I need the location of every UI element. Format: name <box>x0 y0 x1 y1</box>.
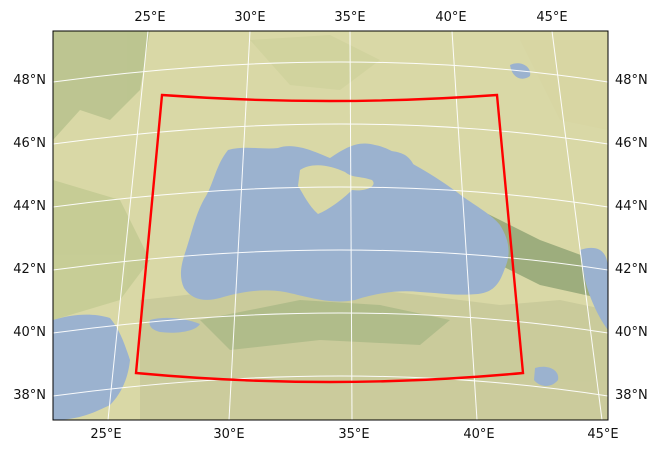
parallel-40n <box>53 312 608 334</box>
left-lat-label: 38°N <box>13 388 46 403</box>
right-lat-label: 44°N <box>615 199 648 214</box>
lake-van <box>534 366 559 386</box>
bottom-lon-label: 30°E <box>213 427 244 442</box>
map-frame <box>52 30 609 421</box>
meridian-25e <box>107 31 149 420</box>
left-lat-label: 42°N <box>13 262 46 277</box>
marmara-sea <box>149 317 200 333</box>
left-lat-label: 48°N <box>13 73 46 88</box>
top-lon-label: 40°E <box>435 10 466 25</box>
top-lon-label: 25°E <box>134 10 165 25</box>
region-box <box>134 93 525 384</box>
left-lat-label: 40°N <box>13 325 46 340</box>
meridian-45e <box>551 31 603 420</box>
terrain-shading <box>53 31 608 420</box>
right-lat-label: 42°N <box>615 262 648 277</box>
bottom-longitude-labels: 25°E 30°E 35°E 40°E 45°E <box>90 427 618 442</box>
right-lat-label: 40°N <box>615 325 648 340</box>
sea-of-azov <box>359 150 415 181</box>
left-latitude-labels: 48°N 46°N 44°N 42°N 40°N 38°N <box>13 73 46 403</box>
left-lat-label: 44°N <box>13 199 46 214</box>
right-lat-label: 38°N <box>615 388 648 403</box>
black-sea <box>180 143 509 302</box>
meridian-40e <box>451 31 478 420</box>
top-lon-label: 35°E <box>334 10 365 25</box>
top-lon-label: 30°E <box>234 10 265 25</box>
bottom-lon-label: 40°E <box>463 427 494 442</box>
water-bodies <box>53 63 608 420</box>
right-lat-label: 46°N <box>615 136 648 151</box>
parallel-44n <box>53 186 608 208</box>
bottom-lon-label: 45°E <box>587 427 618 442</box>
crimea <box>298 165 374 214</box>
bottom-lon-label: 25°E <box>90 427 121 442</box>
right-latitude-labels: 48°N 46°N 44°N 42°N 40°N 38°N <box>615 73 648 403</box>
left-lat-label: 46°N <box>13 136 46 151</box>
parallel-46n <box>53 123 608 145</box>
map-area <box>53 31 608 420</box>
graticule <box>53 31 608 420</box>
right-lat-label: 48°N <box>615 73 648 88</box>
top-lon-label: 45°E <box>536 10 567 25</box>
parallel-48n <box>53 61 608 83</box>
meridian-30e <box>228 31 251 420</box>
parallel-38n <box>53 375 608 397</box>
meridian-35e <box>349 31 353 420</box>
top-longitude-labels: 25°E 30°E 35°E 40°E 45°E <box>134 10 567 25</box>
parallel-42n <box>53 249 608 271</box>
bottom-lon-label: 35°E <box>338 427 369 442</box>
